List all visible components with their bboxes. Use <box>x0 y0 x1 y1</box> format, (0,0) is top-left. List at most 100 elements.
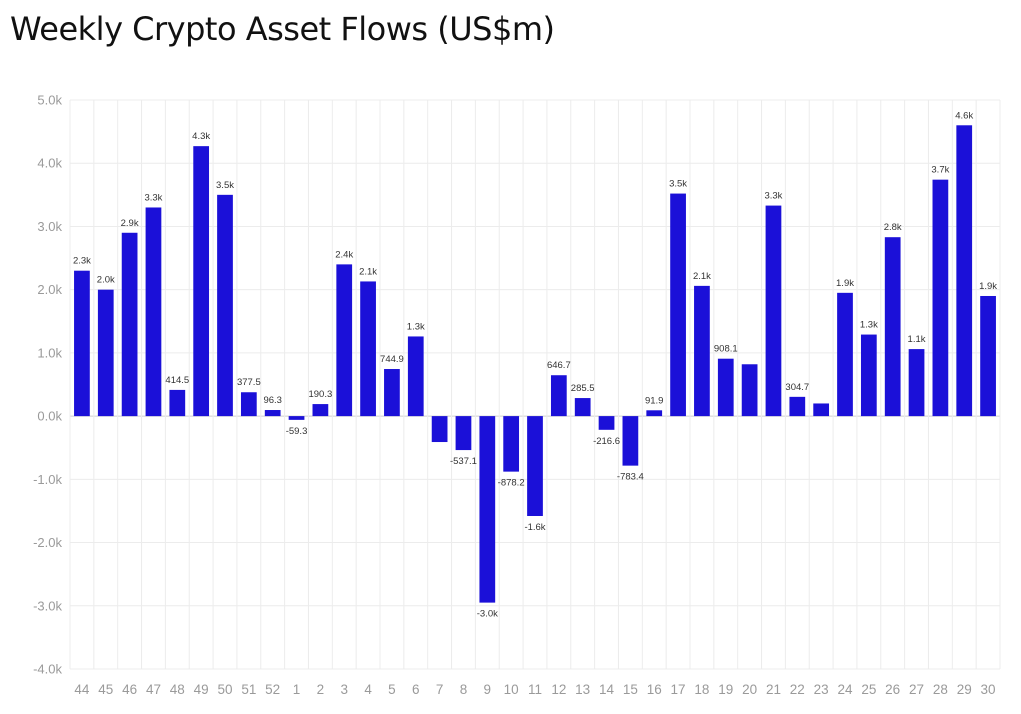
x-tick-label: 1 <box>293 682 301 697</box>
data-label: 3.3k <box>764 191 782 202</box>
bar <box>169 389 186 417</box>
y-tick-label: 1.0k <box>37 345 62 360</box>
x-axis-ticks: 44 45 46 47 48 49 50 51 52 1 2 3 4 5 6 7 8 9 10 11 12 13 14 15 1… <box>74 682 995 697</box>
x-tick-label: 10 <box>504 682 519 697</box>
bar <box>455 416 472 451</box>
bar <box>407 336 424 417</box>
data-label: 2.8k <box>884 222 902 233</box>
bar <box>121 232 138 417</box>
x-tick-label: 44 <box>74 682 90 697</box>
bar <box>527 416 543 517</box>
data-label: 2.1k <box>693 271 711 282</box>
bar <box>193 146 210 417</box>
x-tick-label: 46 <box>122 682 137 697</box>
data-label: 190.3 <box>308 389 332 400</box>
bar <box>384 369 400 417</box>
data-label: 4.6k <box>955 110 973 121</box>
bar <box>884 237 901 417</box>
data-label: 908.1 <box>714 344 738 355</box>
bar <box>622 416 639 466</box>
data-label: 1.1k <box>908 334 926 345</box>
data-label: 304.7 <box>785 382 809 393</box>
x-tick-label: 7 <box>436 682 444 697</box>
bar <box>479 416 496 603</box>
bar <box>908 349 925 417</box>
chart-title: Weekly Crypto Asset Flows (US$m) <box>10 10 555 48</box>
data-label: -216.6 <box>593 436 620 447</box>
data-label: 285.5 <box>571 383 595 394</box>
bar <box>74 270 90 417</box>
bar <box>97 289 114 417</box>
bar <box>550 375 567 417</box>
y-tick-label: 2.0k <box>37 282 62 297</box>
x-tick-label: 26 <box>885 682 900 697</box>
x-tick-label: 11 <box>528 682 542 697</box>
x-tick-label: 47 <box>146 682 161 697</box>
x-tick-label: 23 <box>814 682 829 697</box>
bar <box>145 207 162 417</box>
x-tick-label: 6 <box>412 682 420 697</box>
x-tick-label: 28 <box>933 682 948 697</box>
bar <box>765 205 782 417</box>
x-tick-label: 48 <box>170 682 185 697</box>
data-label: 1.3k <box>407 321 425 332</box>
bar <box>360 281 376 417</box>
x-tick-label: 17 <box>671 682 686 697</box>
bar <box>694 285 710 417</box>
bar <box>670 193 686 417</box>
data-label: -59.3 <box>286 426 308 437</box>
grid-lines <box>69 99 1001 670</box>
x-tick-label: 15 <box>623 682 638 697</box>
y-tick-label: 5.0k <box>37 93 62 108</box>
y-tick-label: -3.0k <box>33 598 62 613</box>
bar <box>312 404 329 417</box>
y-axis-ticks: 5.0k 4.0k 3.0k 2.0k 1.0k 0.0k -1.0k -2.0k -3.0k -… <box>33 93 62 677</box>
x-tick-label: 19 <box>718 682 733 697</box>
x-tick-label: 29 <box>957 682 972 697</box>
x-tick-label: 30 <box>981 682 996 697</box>
bar <box>503 416 520 472</box>
x-tick-label: 2 <box>317 682 325 697</box>
data-label: 1.3k <box>860 320 878 331</box>
x-tick-label: 18 <box>694 682 709 697</box>
x-tick-label: 5 <box>388 682 396 697</box>
bar <box>741 364 758 417</box>
bar <box>932 179 949 417</box>
data-label: 414.5 <box>165 375 189 386</box>
x-tick-label: 49 <box>194 682 209 697</box>
x-tick-label: 52 <box>265 682 280 697</box>
data-label: 3.5k <box>669 179 687 190</box>
bar <box>789 396 806 417</box>
data-label: 2.3k <box>73 256 91 267</box>
data-label: -3.0k <box>477 609 498 620</box>
bar <box>646 410 663 417</box>
x-tick-label: 21 <box>766 682 781 697</box>
x-tick-label: 24 <box>837 682 853 697</box>
x-tick-label: 12 <box>551 682 566 697</box>
data-label: 96.3 <box>263 395 282 406</box>
x-tick-label: 50 <box>217 682 232 697</box>
x-tick-label: 51 <box>241 682 256 697</box>
x-tick-label: 20 <box>742 682 757 697</box>
data-label: 2.1k <box>359 266 377 277</box>
bar <box>336 264 353 417</box>
y-tick-label: 0.0k <box>37 409 62 424</box>
x-tick-label: 22 <box>790 682 805 697</box>
bar <box>813 403 830 417</box>
data-label: 2.9k <box>121 218 139 229</box>
x-tick-label: 14 <box>599 682 615 697</box>
data-label: 646.7 <box>547 360 571 371</box>
x-tick-label: 9 <box>484 682 492 697</box>
y-tick-label: 4.0k <box>37 156 62 171</box>
y-tick-label: 3.0k <box>37 219 62 234</box>
y-tick-label: -1.0k <box>33 472 62 487</box>
bar <box>431 416 448 443</box>
x-tick-label: 4 <box>364 682 372 697</box>
data-label: -783.4 <box>617 472 644 483</box>
bar <box>860 334 877 417</box>
data-label: 4.3k <box>192 131 210 142</box>
data-label: 3.7k <box>931 165 949 176</box>
data-label: 2.0k <box>97 275 115 286</box>
data-labels: 2.3k 2.0k 2.9k 3.3k 414.5 4.3k 3.5k 377.596.3 -5… <box>73 110 997 619</box>
